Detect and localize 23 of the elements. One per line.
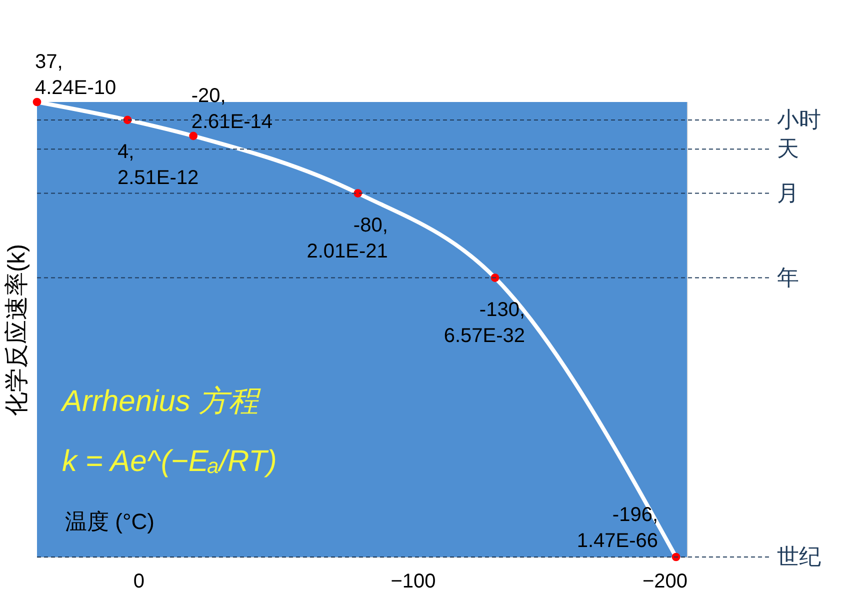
annotation: -20,: [191, 84, 226, 107]
ref-line-label: 月: [777, 180, 799, 206]
annotation: k = Ae^(−Eₐ/RT): [62, 445, 277, 478]
annotation: 4,: [118, 140, 134, 163]
annotation: -130,: [479, 298, 526, 321]
ref-line-label: 年: [777, 264, 799, 290]
annotation: Arrhenius 方程: [60, 385, 262, 418]
data-label: 2.01E-21: [306, 240, 388, 262]
ref-line-label: 世纪: [777, 544, 821, 569]
data-label: 1.47E-66: [576, 530, 658, 552]
x-tick-label: 0: [133, 570, 145, 592]
x-tick-label: −200: [642, 570, 688, 592]
data-label: 2.61E-14: [191, 110, 272, 133]
data-label: 4.24E-10: [35, 77, 116, 99]
y-axis-title: 化学反应速率(k): [4, 244, 30, 416]
x-tick-label: −100: [390, 570, 436, 592]
data-label: 2.51E-12: [118, 166, 199, 189]
ref-line-label: 小时: [777, 106, 821, 132]
x-axis-title: 温度 (°C): [65, 509, 154, 534]
annotation: 37,: [35, 51, 63, 73]
data-label: 6.57E-32: [444, 324, 526, 347]
ref-line-label: 天: [777, 136, 799, 162]
annotation: -80,: [353, 214, 388, 236]
